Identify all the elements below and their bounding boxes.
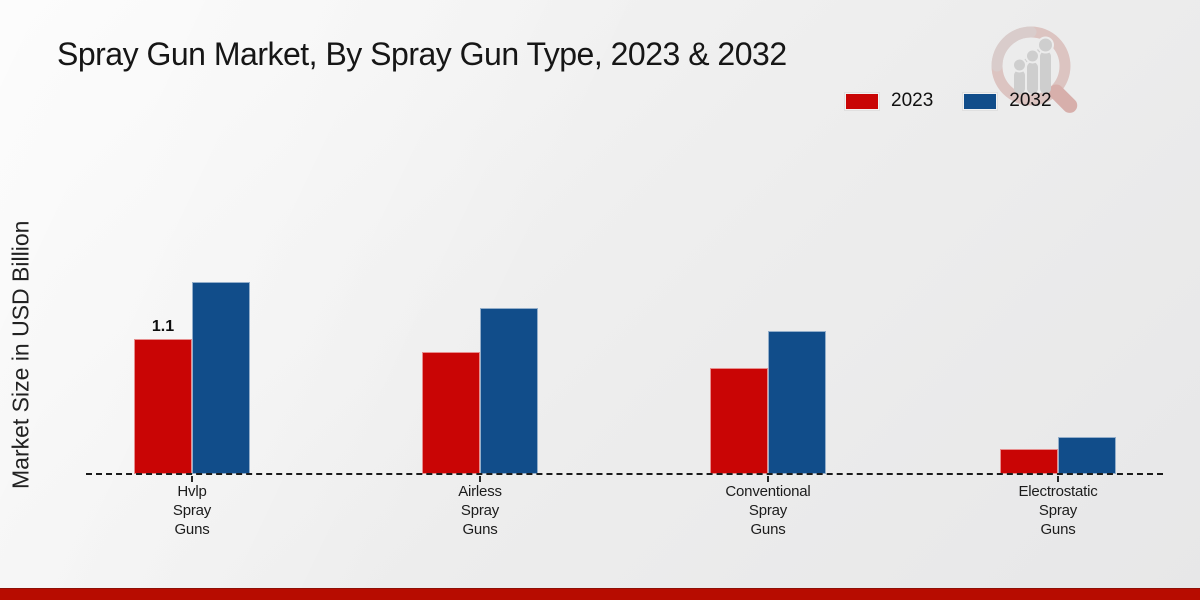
legend-label-2023: 2023 [891,90,934,111]
magnifier-bar-chart-icon [991,26,1078,113]
legend: 2023 2032 [845,90,1052,112]
legend-item-2023: 2023 [845,90,933,112]
bar-2032-2 [480,308,538,474]
bar-2023-1 [134,339,192,474]
legend-label-2032: 2032 [1009,90,1052,111]
category-label: Conventional Spray Guns [725,483,811,538]
x-axis-tick [479,476,481,482]
x-axis-line [86,473,1163,475]
footer-accent-bar [0,588,1200,600]
chart-title: Spray Gun Market, By Spray Gun Type, 202… [57,36,787,72]
legend-swatch-2032 [963,92,998,110]
bar-value-label: 1.1 [151,318,175,335]
category-label: Hvlp Spray Guns [172,483,212,538]
category-label: Electrostatic Spray Guns [1018,483,1098,538]
bar-2023-3 [710,368,768,474]
x-axis-tick [1057,476,1059,482]
bar-2032-4 [1058,437,1116,474]
bar-2023-4 [1000,449,1058,474]
x-axis-tick [767,476,769,482]
bar-2023-2 [422,352,480,474]
legend-swatch-2023 [845,92,879,110]
x-axis-tick [191,476,193,482]
category-label: Airless Spray Guns [458,483,502,538]
bar-2032-1 [192,282,250,474]
bar-2032-3 [768,331,826,474]
legend-item-2032: 2032 [963,90,1052,112]
